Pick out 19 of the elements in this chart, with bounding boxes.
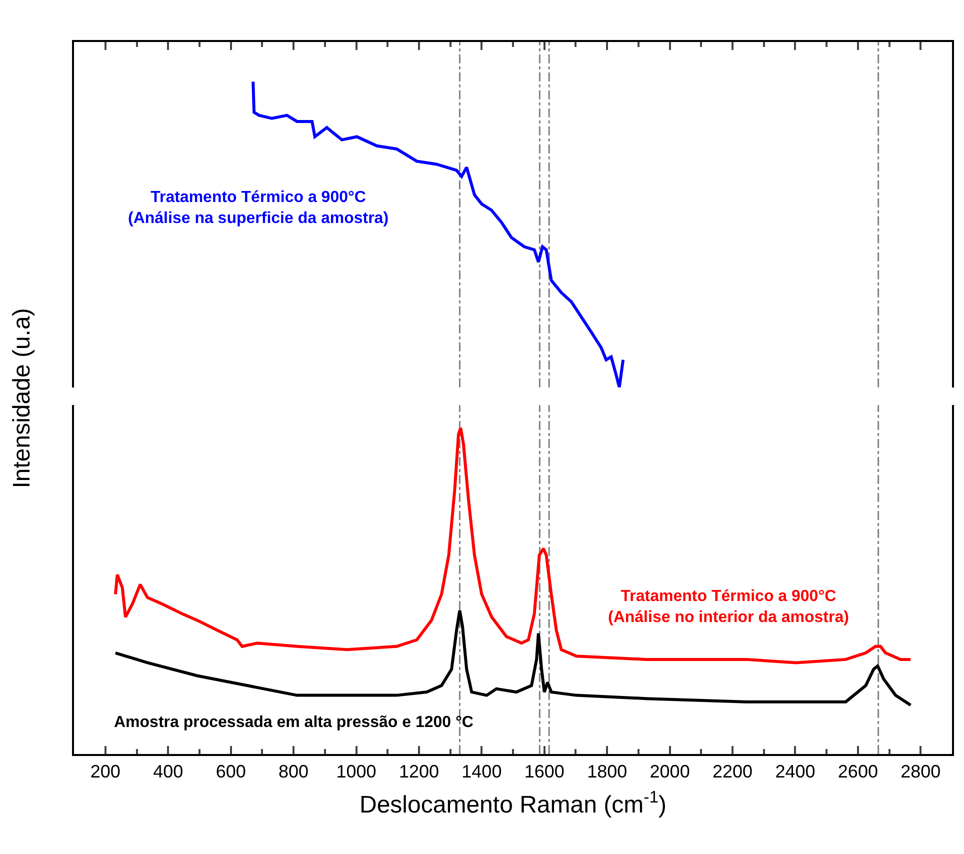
y-axis-title: Intensidade (u.a) xyxy=(8,308,36,488)
x-tick-label: 2800 xyxy=(900,762,941,782)
series-label: Tratamento Térmico a 900°C (Análise no interior da amostra) xyxy=(608,588,849,626)
x-tick-label: 2400 xyxy=(775,762,816,782)
x-tick-label: 1000 xyxy=(336,762,376,782)
x-tick-label: 400 xyxy=(153,762,184,782)
x-tick-label: 200 xyxy=(90,762,120,782)
text: Tratamento Térmico a 900°C (Análise na superficie da amostra) xyxy=(128,189,389,227)
x-tick-label: 1800 xyxy=(587,762,628,782)
x-tick-label: 1600 xyxy=(524,762,564,782)
x-tick-label: 1400 xyxy=(462,762,502,782)
x-tick-label: 1200 xyxy=(398,762,439,782)
x-tick-label: 600 xyxy=(216,762,246,782)
x-tick-label: 2000 xyxy=(650,762,690,782)
series-label: Amostra processada em alta pressão e 1200 °C xyxy=(114,714,474,731)
x-tick-label: 2600 xyxy=(838,762,878,782)
x-axis-title: Deslocamento Raman (cm$^{-1}$) xyxy=(360,787,667,818)
x-tick-label: 2200 xyxy=(712,762,753,782)
x-tick-label: 800 xyxy=(278,762,309,782)
